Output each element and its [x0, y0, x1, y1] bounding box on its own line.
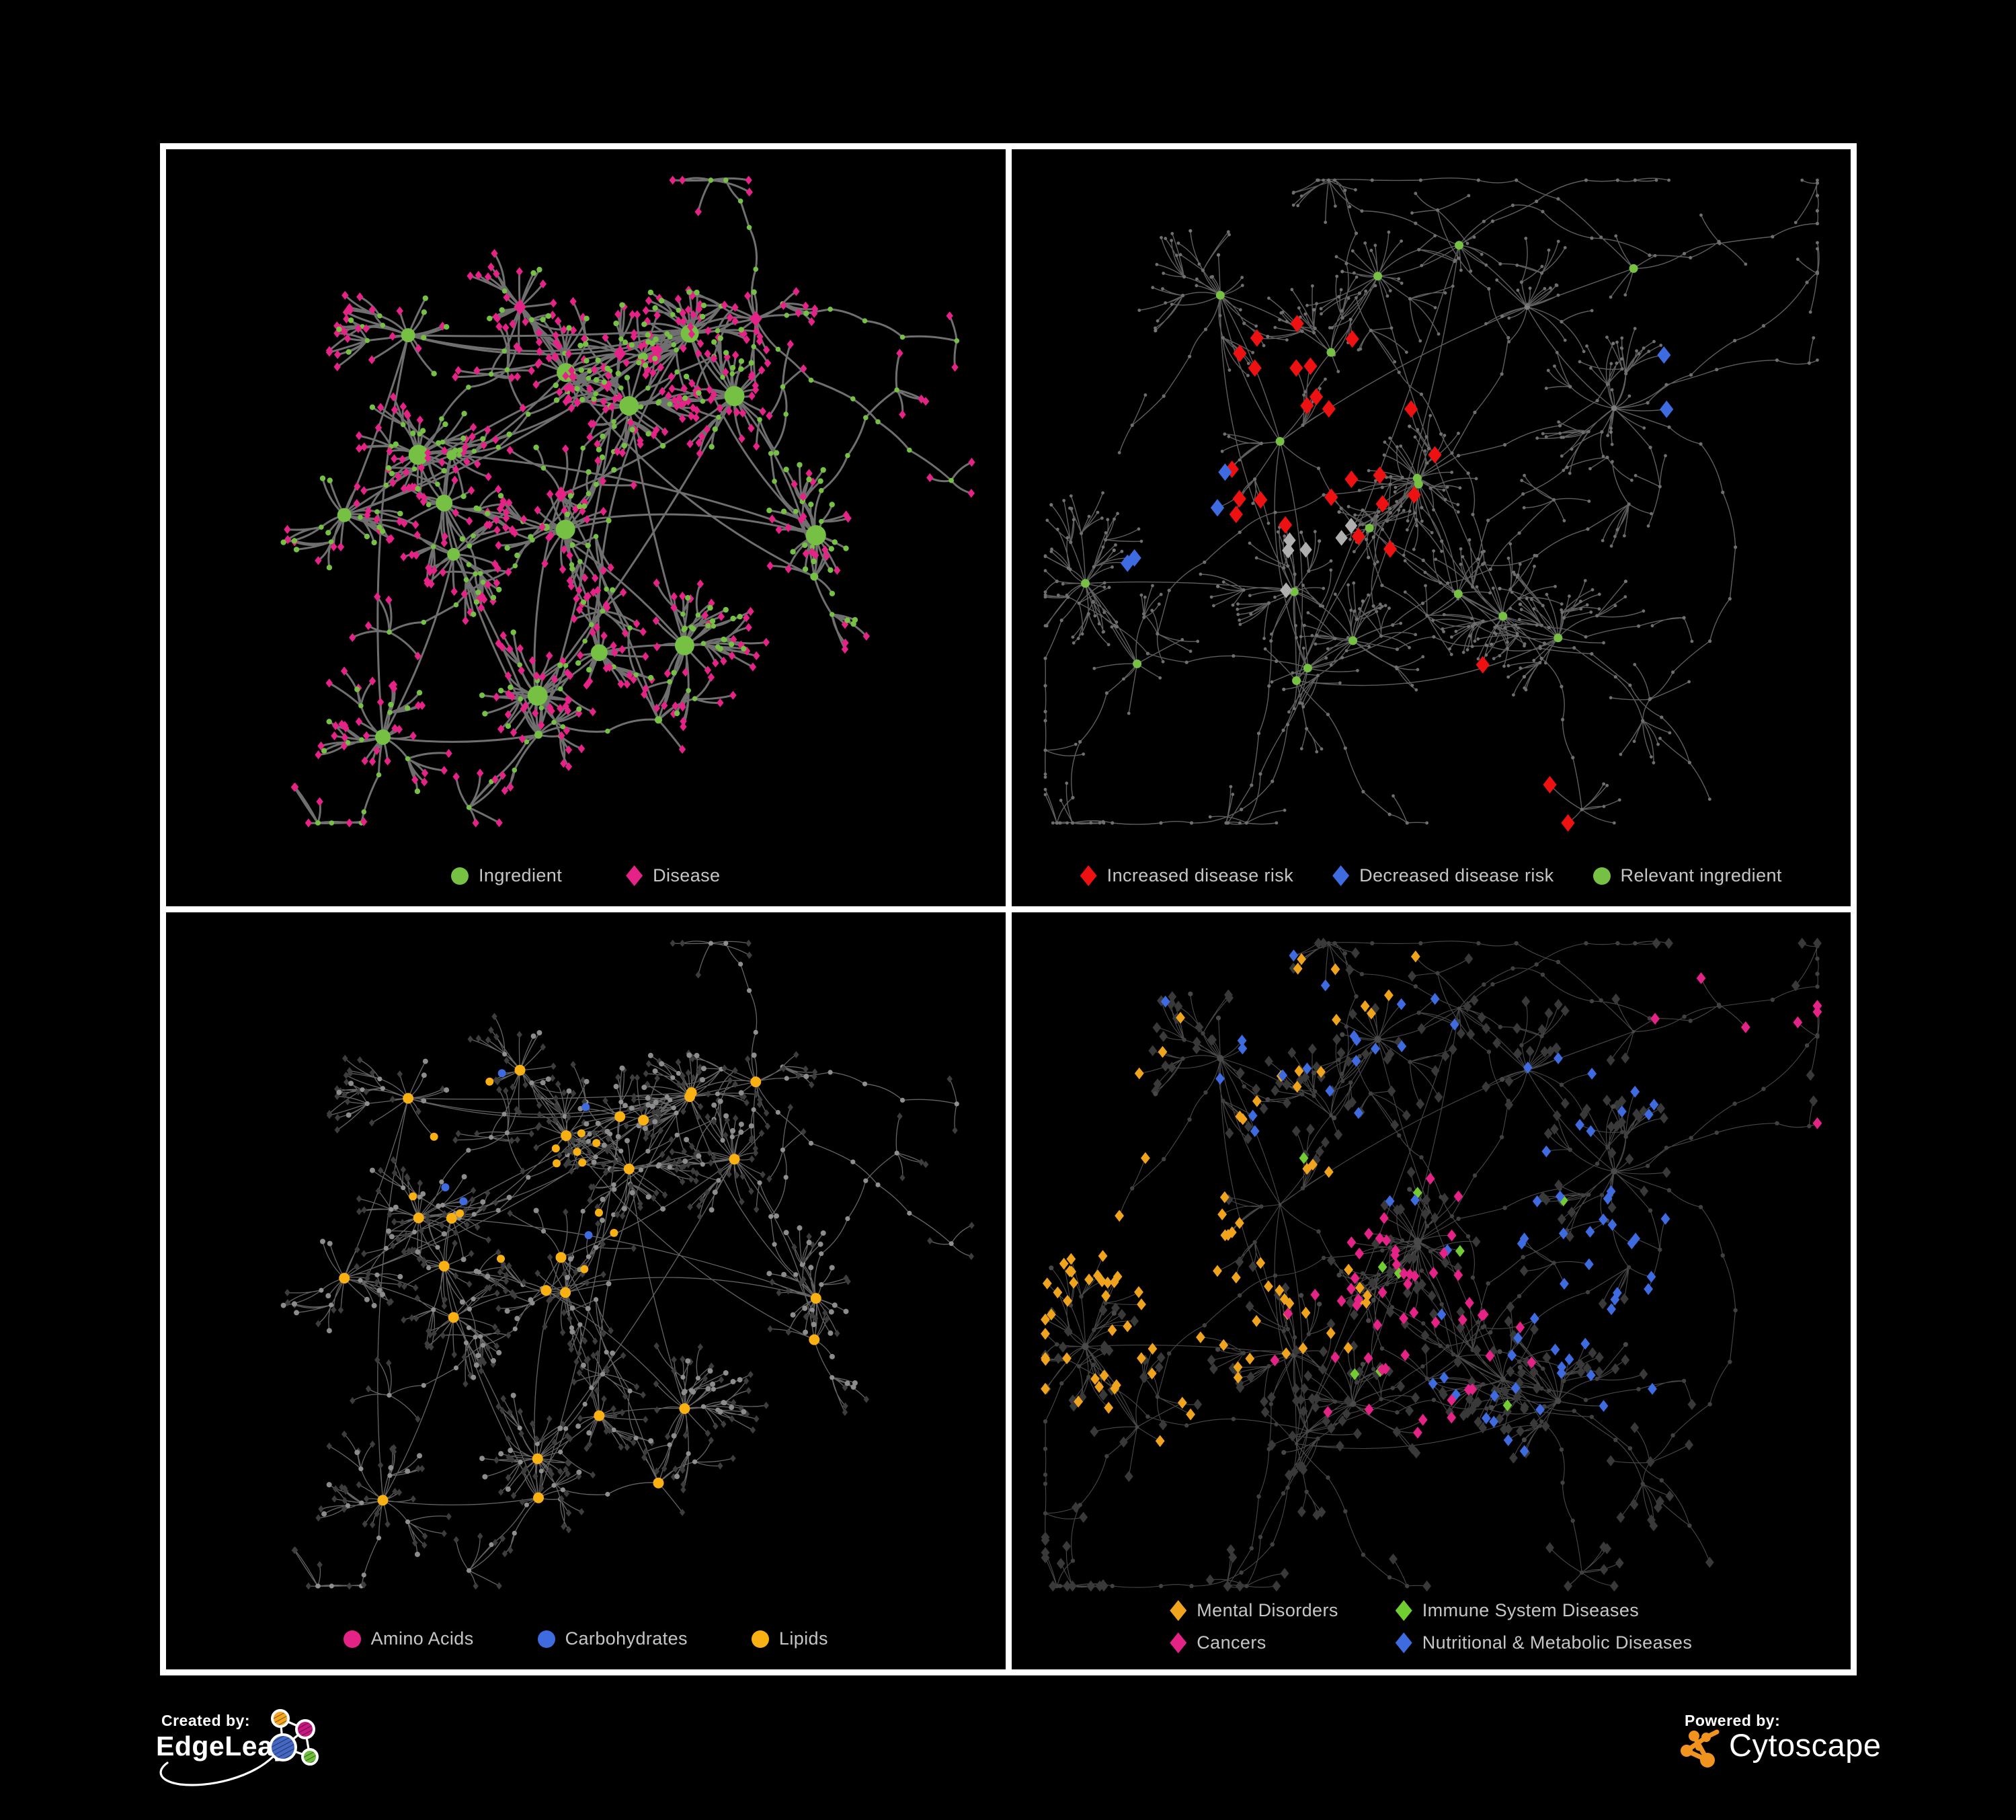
legend-item-mental-disorders: Mental Disorders	[1170, 1600, 1338, 1621]
legend-item-decreased-risk: Decreased disease risk	[1332, 865, 1554, 886]
created-by-block: Created by:	[161, 1712, 250, 1730]
network-highlight-nodes-diamond	[1270, 972, 1822, 1439]
network-highlight-nodes-diamond	[1299, 1152, 1568, 1412]
cytoscape-logo-icon	[1681, 1729, 1720, 1768]
created-by-label: Created by:	[161, 1712, 251, 1729]
legend-item-disease: Disease	[626, 865, 720, 886]
legend-item-amino-acids: Amino Acids	[343, 1628, 474, 1649]
mental-disorders-diamond-icon	[1170, 1600, 1187, 1621]
edgeleap-node-magenta	[295, 1719, 315, 1739]
panel-ingredient-disease: Ingredient Disease	[166, 149, 1006, 906]
disease-diamond-icon	[626, 865, 643, 886]
legend-item-ingredient: Ingredient	[451, 865, 562, 886]
legend-label-carbohydrates: Carbohydrates	[565, 1628, 688, 1649]
legend-label-ingredient: Ingredient	[479, 865, 563, 885]
network-nodes-circle	[1043, 178, 1819, 825]
panel-disease-risk: Increased disease risk Decreased disease…	[1011, 149, 1851, 906]
legend-label-mental-disorders: Mental Disorders	[1197, 1600, 1338, 1620]
powered-by-block: Powered by:	[1685, 1712, 1780, 1730]
legend-item-carbohydrates: Carbohydrates	[537, 1628, 688, 1649]
relevant-ingredient-circle-icon	[1592, 867, 1611, 885]
network-nodes-circle	[447, 548, 460, 561]
edgeleap-wordmark: EdgeLeap	[156, 1731, 290, 1762]
network-nodes-circle	[1611, 405, 1617, 411]
legend-item-cancers: Cancers	[1170, 1632, 1266, 1653]
lipids-circle-icon	[751, 1630, 769, 1648]
network-nodes-circle	[315, 941, 959, 1589]
powered-by-label: Powered by:	[1685, 1712, 1781, 1729]
legend-label-lipids: Lipids	[778, 1628, 828, 1649]
network-highlight-nodes-diamond	[1225, 315, 1575, 832]
cytoscape-wordmark: Cytoscape	[1729, 1727, 1882, 1763]
legend-disease-classes: Mental Disorders Immune System Diseases …	[1012, 1600, 1851, 1653]
network-nodes-circle	[1043, 178, 1819, 825]
legend-disease-risk: Increased disease risk Decreased disease…	[1012, 865, 1851, 886]
network-canvas-disease-classes	[1040, 937, 1822, 1592]
network-nodes-diamond	[284, 175, 975, 828]
legend-label-relevant-ingredient: Relevant ingredient	[1620, 865, 1782, 885]
network-nodes-circle	[375, 729, 391, 745]
network-nodes-circle	[1413, 1237, 1421, 1245]
edgeleap-node-orange	[271, 1709, 290, 1728]
network-canvas-nutrient-classes	[280, 939, 975, 1590]
immune-diseases-diamond-icon	[1395, 1600, 1412, 1621]
network-nodes-diamond	[1041, 937, 1822, 1592]
network-nodes-circle	[1216, 1055, 1223, 1062]
legend-label-decreased-risk: Decreased disease risk	[1359, 865, 1554, 885]
network-canvas-ingredient-disease	[280, 175, 975, 828]
figure-grid: Ingredient Disease Increased disease ris…	[160, 143, 1857, 1675]
network-nodes-circle	[1043, 941, 1820, 1589]
legend-item-lipids: Lipids	[751, 1628, 828, 1649]
edgeleap-node-green	[301, 1748, 319, 1766]
legend-label-cancers: Cancers	[1197, 1632, 1266, 1653]
legend-item-increased-risk: Increased disease risk	[1080, 865, 1293, 886]
network-nodes-circle	[1415, 1244, 1421, 1251]
increased-risk-diamond-icon	[1080, 865, 1097, 886]
legend-label-increased-risk: Increased disease risk	[1106, 865, 1294, 885]
network-highlight-nodes-diamond	[1279, 518, 1357, 598]
network-edges	[283, 177, 973, 824]
legend-ingredient-disease: Ingredient Disease	[166, 865, 1006, 886]
network-nodes-circle	[1081, 1035, 1381, 1350]
panel-disease-classes: Mental Disorders Immune System Diseases …	[1011, 912, 1851, 1669]
network-canvas-disease-risk	[1043, 177, 1820, 832]
network-nodes-diamond	[284, 939, 975, 1590]
legend-label-nutritional-metabolic: Nutritional & Metabolic Diseases	[1422, 1632, 1693, 1653]
network-highlight-nodes-diamond	[1160, 949, 1670, 1458]
legend-item-relevant-ingredient: Relevant ingredient	[1592, 865, 1782, 886]
legend-item-nutritional-metabolic: Nutritional & Metabolic Diseases	[1395, 1632, 1693, 1653]
legend-label-amino-acids: Amino Acids	[370, 1628, 474, 1649]
legend-label-disease: Disease	[653, 865, 721, 885]
network-nodes-circle	[315, 177, 960, 826]
legend-label-immune-diseases: Immune System Diseases	[1422, 1600, 1640, 1620]
network-edges	[1044, 177, 1820, 825]
nutritional-metabolic-diamond-icon	[1395, 1632, 1412, 1653]
network-edges	[283, 941, 972, 1587]
legend-item-immune-diseases: Immune System Diseases	[1395, 1600, 1640, 1621]
carbohydrates-circle-icon	[537, 1630, 555, 1648]
amino-acids-circle-icon	[343, 1630, 361, 1648]
network-highlight-nodes-diamond	[1040, 950, 1420, 1448]
panel-nutrient-classes: Amino Acids Carbohydrates Lipids	[166, 912, 1006, 1669]
ingredient-circle-icon	[451, 867, 469, 885]
legend-nutrient-classes: Amino Acids Carbohydrates Lipids	[166, 1628, 1006, 1649]
cancers-diamond-icon	[1170, 1632, 1187, 1653]
decreased-risk-diamond-icon	[1332, 865, 1350, 886]
